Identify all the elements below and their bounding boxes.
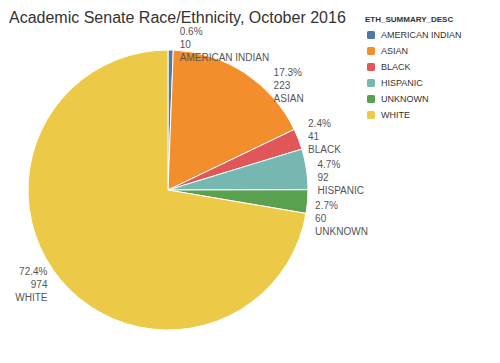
svg-text:92: 92 (318, 172, 330, 183)
svg-text:ASIAN: ASIAN (274, 93, 304, 104)
svg-text:UNKNOWN: UNKNOWN (381, 94, 429, 104)
svg-text:BLACK: BLACK (308, 144, 341, 155)
svg-text:WHITE: WHITE (15, 292, 48, 303)
svg-text:974: 974 (31, 279, 48, 290)
svg-text:Academic Senate Race/Ethnicity: Academic Senate Race/Ethnicity, October … (9, 9, 346, 26)
svg-text:4.7%: 4.7% (318, 159, 341, 170)
svg-text:2.7%: 2.7% (315, 200, 338, 211)
svg-text:ETH_SUMMARY_DESC: ETH_SUMMARY_DESC (365, 15, 453, 24)
svg-text:17.3%: 17.3% (274, 67, 302, 78)
svg-text:60: 60 (315, 213, 327, 224)
svg-text:223: 223 (274, 80, 291, 91)
svg-text:41: 41 (308, 131, 320, 142)
svg-text:UNKNOWN: UNKNOWN (315, 226, 368, 237)
svg-text:HISPANIC: HISPANIC (381, 78, 423, 88)
svg-text:HISPANIC: HISPANIC (318, 185, 365, 196)
svg-text:ASIAN: ASIAN (381, 46, 408, 56)
svg-text:72.4%: 72.4% (19, 266, 47, 277)
svg-text:WHITE: WHITE (381, 110, 410, 120)
svg-text:2.4%: 2.4% (308, 118, 331, 129)
svg-text:10: 10 (180, 39, 192, 50)
svg-text:AMERICAN INDIAN: AMERICAN INDIAN (180, 52, 269, 63)
svg-text:BLACK: BLACK (381, 62, 411, 72)
svg-text:0.6%: 0.6% (180, 26, 203, 37)
svg-text:AMERICAN INDIAN: AMERICAN INDIAN (381, 30, 462, 40)
